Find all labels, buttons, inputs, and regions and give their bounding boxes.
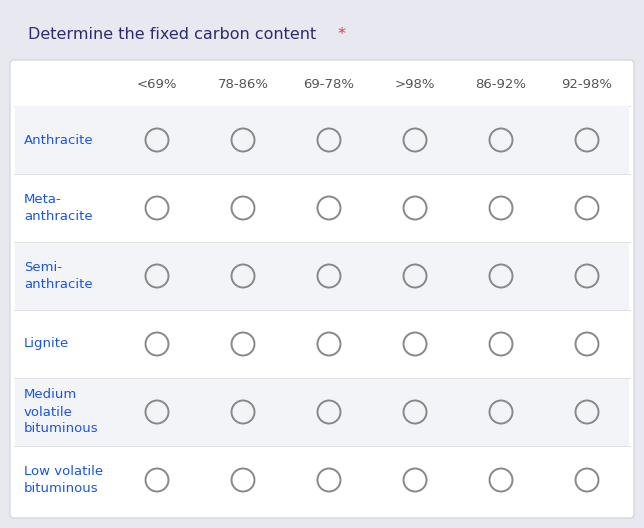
Text: Meta-
anthracite: Meta- anthracite — [24, 193, 93, 223]
Bar — [15, 174, 629, 242]
Text: 69-78%: 69-78% — [303, 79, 354, 91]
Bar — [15, 242, 629, 310]
Bar — [15, 378, 629, 446]
Bar — [15, 446, 629, 514]
Bar — [15, 310, 629, 378]
Text: <69%: <69% — [137, 79, 177, 91]
Text: Determine the fixed carbon content: Determine the fixed carbon content — [28, 27, 316, 42]
Text: Lignite: Lignite — [24, 337, 70, 351]
Text: >98%: >98% — [395, 79, 435, 91]
FancyBboxPatch shape — [10, 60, 634, 518]
Text: 78-86%: 78-86% — [218, 79, 269, 91]
Text: 92-98%: 92-98% — [562, 79, 612, 91]
Text: Medium
volatile
bituminous: Medium volatile bituminous — [24, 389, 99, 436]
Text: *: * — [333, 27, 346, 42]
Text: 86-92%: 86-92% — [475, 79, 527, 91]
Text: Semi-
anthracite: Semi- anthracite — [24, 261, 93, 291]
Bar — [15, 106, 629, 174]
Text: Anthracite: Anthracite — [24, 134, 93, 146]
Text: Low volatile
bituminous: Low volatile bituminous — [24, 465, 103, 495]
